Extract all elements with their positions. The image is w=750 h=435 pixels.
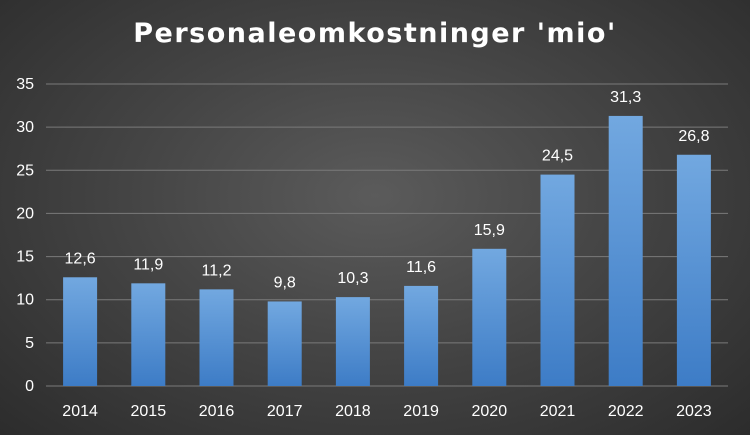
data-label: 11,2 [202,262,232,279]
bar [267,301,302,386]
y-tick-label: 25 [16,162,34,179]
data-label: 15,9 [474,222,505,239]
bar [131,283,166,386]
y-tick-label: 5 [25,335,34,352]
x-axis-tick-labels: 2014 2015 2016 2017 2018 2019 2020 2021 2022 2023 [62,403,711,420]
x-tick-label: 2016 [199,403,235,420]
bars [63,115,711,386]
x-tick-label: 2023 [676,403,712,420]
x-tick-label: 2020 [472,403,508,420]
y-tick-label: 15 [16,249,34,266]
bar [472,248,507,386]
data-label: 12,6 [65,250,96,267]
bar [335,297,370,386]
data-label: 11,9 [133,256,163,273]
bar [63,277,98,386]
bar [404,285,439,386]
y-tick-label: 20 [16,205,34,222]
x-tick-label: 2014 [62,403,98,420]
bar [608,115,643,386]
x-tick-label: 2021 [540,403,576,420]
x-tick-label: 2018 [335,403,371,420]
y-axis-tick-labels: 0 5 10 15 20 25 30 35 [16,76,34,395]
y-tick-label: 10 [16,292,34,309]
x-tick-label: 2019 [403,403,439,420]
x-tick-label: 2015 [131,403,167,420]
x-tick-label: 2017 [267,403,303,420]
y-tick-label: 35 [16,76,34,93]
y-tick-label: 0 [25,378,34,395]
data-labels: 12,6 11,9 11,2 9,8 10,3 11,6 15,9 24,5 31,3 26,8 [65,89,710,292]
y-tick-label: 30 [16,119,34,136]
data-label: 11,6 [406,259,436,276]
bar [676,154,711,386]
bar [540,174,575,386]
data-label: 31,3 [610,89,641,106]
chart-title: Personaleomkostninger 'mio' [133,18,617,49]
data-label: 10,3 [337,270,368,287]
x-tick-label: 2022 [608,403,644,420]
bar [199,289,234,386]
data-label: 26,8 [678,128,709,145]
data-label: 9,8 [274,274,296,291]
data-label: 24,5 [542,148,573,165]
